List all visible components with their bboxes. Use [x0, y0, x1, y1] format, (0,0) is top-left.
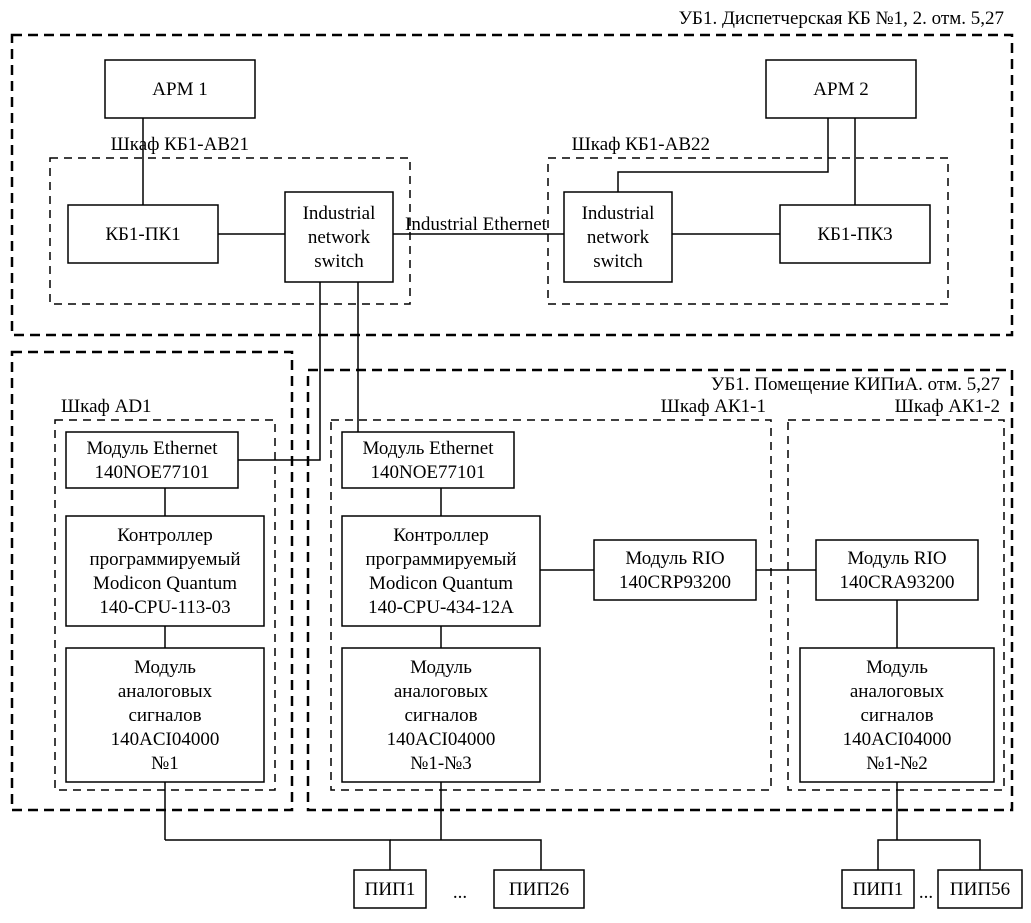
- node-arm1: АРМ 1: [105, 60, 255, 118]
- node-switch1: Industrial network switch: [285, 192, 393, 282]
- svg-text:ПИП26: ПИП26: [509, 879, 569, 900]
- edge-21: [878, 840, 897, 870]
- node-aci_ad1: Модуль аналоговых сигналов 140ACI04000 №1: [66, 648, 264, 782]
- node-pip56: ПИП56: [938, 870, 1022, 908]
- svg-text:сигналов: сигналов: [404, 705, 477, 726]
- ellipsis-e1: ...: [453, 882, 467, 903]
- node-pip1b: ПИП1: [842, 870, 914, 908]
- svg-text:АРМ 2: АРМ 2: [813, 79, 868, 100]
- svg-text:Industrial Ethernet: Industrial Ethernet: [405, 214, 548, 235]
- svg-text:Модуль: Модуль: [866, 657, 928, 678]
- node-cpu_ad1: Контроллер программируемый Modicon Quantum…: [66, 516, 264, 626]
- svg-text:switch: switch: [593, 251, 643, 272]
- svg-text:140ACI04000: 140ACI04000: [111, 729, 220, 750]
- svg-text:АРМ 1: АРМ 1: [152, 79, 207, 100]
- network-diagram: УБ1. Диспетчерская КБ №1, 2. отм. 5,27 УБ…: [0, 0, 1031, 923]
- svg-text:network: network: [587, 227, 650, 248]
- svg-text:КБ1-ПК1: КБ1-ПК1: [105, 224, 180, 245]
- svg-text:140-CPU-113-03: 140-CPU-113-03: [99, 597, 230, 618]
- svg-text:Контроллер: Контроллер: [393, 525, 489, 546]
- node-kb1_pk1: КБ1-ПК1: [68, 205, 218, 263]
- node-aci_ak2: Модуль аналоговых сигналов 140ACI04000 №1-№2: [800, 648, 994, 782]
- svg-text:УБ1. Диспетчерская КБ №1, 2. о: УБ1. Диспетчерская КБ №1, 2. отм. 5,27: [679, 8, 1004, 29]
- svg-text:Контроллер: Контроллер: [117, 525, 213, 546]
- svg-text:Шкаф АК1-2: Шкаф АК1-2: [895, 396, 1000, 417]
- node-arm2: АРМ 2: [766, 60, 916, 118]
- svg-text:140NOE77101: 140NOE77101: [370, 462, 485, 483]
- node-eth_ak1: Модуль Ethernet 140NOE77101: [342, 432, 514, 488]
- node-aci_ak1: Модуль аналоговых сигналов 140ACI04000 №1-№3: [342, 648, 540, 782]
- node-pip1: ПИП1: [354, 870, 426, 908]
- node-rio_crp: Модуль RIO 140CRP93200: [594, 540, 756, 600]
- svg-text:Модуль: Модуль: [134, 657, 196, 678]
- svg-text:программируемый: программируемый: [90, 549, 241, 570]
- svg-text:сигналов: сигналов: [860, 705, 933, 726]
- node-switch2: Industrial network switch: [564, 192, 672, 282]
- ellipsis-e2: ...: [919, 882, 933, 903]
- svg-text:140CRA93200: 140CRA93200: [839, 572, 954, 593]
- svg-text:Модуль Ethernet: Модуль Ethernet: [363, 438, 495, 459]
- svg-text:Шкаф AD1: Шкаф AD1: [61, 396, 152, 417]
- svg-text:аналоговых: аналоговых: [118, 681, 213, 702]
- svg-text:Модуль Ethernet: Модуль Ethernet: [87, 438, 219, 459]
- edge-5: [618, 118, 828, 192]
- svg-text:Modicon Quantum: Modicon Quantum: [93, 573, 237, 594]
- svg-text:switch: switch: [314, 251, 364, 272]
- svg-text:№1-№2: №1-№2: [866, 753, 928, 774]
- svg-text:140-CPU-434-12A: 140-CPU-434-12A: [368, 597, 514, 618]
- svg-text:Industrial: Industrial: [582, 203, 655, 224]
- svg-text:140ACI04000: 140ACI04000: [387, 729, 496, 750]
- svg-text:программируемый: программируемый: [366, 549, 517, 570]
- svg-text:№1: №1: [151, 753, 179, 774]
- svg-text:Industrial: Industrial: [303, 203, 376, 224]
- edge-22: [897, 840, 980, 870]
- svg-text:Модуль RIO: Модуль RIO: [625, 548, 724, 569]
- svg-text:Шкаф КБ1-АВ21: Шкаф КБ1-АВ21: [111, 134, 249, 155]
- svg-text:Модуль RIO: Модуль RIO: [847, 548, 946, 569]
- svg-text:УБ1. Помещение КИПиА. отм. 5,2: УБ1. Помещение КИПиА. отм. 5,27: [711, 374, 1000, 395]
- node-eth_ad1: Модуль Ethernet 140NOE77101: [66, 432, 238, 488]
- svg-text:ПИП56: ПИП56: [950, 879, 1010, 900]
- node-kb1_pk3: КБ1-ПК3: [780, 205, 930, 263]
- svg-text:аналоговых: аналоговых: [850, 681, 945, 702]
- svg-text:ПИП1: ПИП1: [365, 879, 416, 900]
- svg-text:Шкаф АК1-1: Шкаф АК1-1: [661, 396, 766, 417]
- svg-text:№1-№3: №1-№3: [410, 753, 472, 774]
- svg-text:Modicon Quantum: Modicon Quantum: [369, 573, 513, 594]
- svg-text:140NOE77101: 140NOE77101: [94, 462, 209, 483]
- edge-18: [441, 840, 541, 870]
- svg-text:КБ1-ПК3: КБ1-ПК3: [817, 224, 892, 245]
- svg-text:Модуль: Модуль: [410, 657, 472, 678]
- svg-text:Шкаф КБ1-АВ22: Шкаф КБ1-АВ22: [572, 134, 710, 155]
- node-cpu_ak1: Контроллер программируемый Modicon Quantum…: [342, 516, 540, 626]
- svg-text:140CRP93200: 140CRP93200: [619, 572, 731, 593]
- region-dispatch: УБ1. Диспетчерская КБ №1, 2. отм. 5,27: [12, 8, 1012, 335]
- svg-text:140ACI04000: 140ACI04000: [843, 729, 952, 750]
- svg-text:network: network: [308, 227, 371, 248]
- svg-text:аналоговых: аналоговых: [394, 681, 489, 702]
- svg-text:ПИП1: ПИП1: [853, 879, 904, 900]
- edge-16: [165, 840, 390, 870]
- node-rio_cra: Модуль RIO 140CRA93200: [816, 540, 978, 600]
- svg-text:сигналов: сигналов: [128, 705, 201, 726]
- node-pip26: ПИП26: [494, 870, 584, 908]
